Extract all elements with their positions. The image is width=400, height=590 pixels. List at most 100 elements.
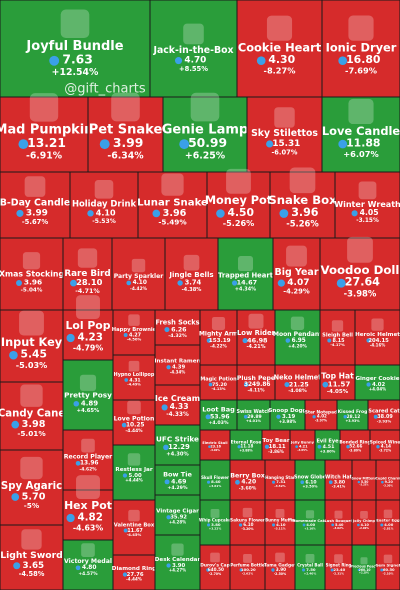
tile-change: -8.27% [264,65,296,75]
ton-icon [166,563,171,568]
gift-icon [383,509,393,519]
tile [0,309,64,383]
gift-icon [76,295,100,320]
tile-name: Perfume Bottle [230,563,265,568]
tile [229,429,263,461]
ton-icon [317,444,322,449]
ton-icon [66,333,75,343]
ton-icon [206,338,212,343]
tile-name: Love Candle [322,124,400,138]
tile-change: -3.86% [268,449,284,454]
tile-price: 3.99 [26,208,48,218]
ton-icon [276,414,281,419]
tile-name: Plush Pepe [237,375,275,382]
tile-name: Spy Agaric [1,481,62,492]
tile [154,424,201,466]
tile-price: 8.15 [333,338,346,344]
ton-icon [205,414,211,420]
tile-change: -3.30% [383,483,393,487]
tile-price: 13.96 [80,461,99,467]
tile-change: -3.33% [360,484,370,487]
tile-price: 21.25 [289,381,309,388]
tile-change: -2.62% [242,572,253,576]
tile-change: -6.34% [107,150,144,161]
tile-name: Easter Egg [376,518,400,523]
gift-icon [290,316,305,330]
tile-price: 4.82 [77,512,102,524]
tile-name: Precious Peach [350,564,378,568]
gift-icon [19,310,44,336]
tile-name: Bunny Muffin [265,518,295,523]
gift-icon [161,173,184,196]
ton-icon [16,209,24,217]
tile-price: 4.31 [129,377,140,383]
tile-change: -4.44% [125,428,143,434]
gift-icon [79,374,97,391]
tile-change: -4.50% [127,338,142,342]
ton-icon [279,209,289,218]
tile-change: -3.15% [356,218,379,224]
ton-icon [179,139,190,150]
tile-name: Whip Cupcake [199,518,231,523]
tile-price: 11.67 [127,528,143,534]
ton-icon [123,333,128,337]
tile [269,399,306,431]
ton-icon [366,338,371,343]
tile-price: 7.63 [62,53,92,67]
tile-price: 4.10 [361,523,370,527]
ton-icon [124,378,129,382]
ton-icon [166,365,171,370]
tile-price: 38.09 [377,414,393,420]
gift-icon [305,510,315,519]
ton-icon [331,523,335,527]
ton-icon [99,139,110,150]
gift-icon [347,236,373,263]
tile-change: -4.45% [127,533,142,537]
ton-icon [75,565,81,571]
gift-icon [274,107,295,128]
ton-icon [302,568,306,572]
gift-icon [77,248,98,268]
tile-change: -5.26% [223,218,255,228]
tile-change: -5.26% [286,218,319,228]
tile-price: 4.00 [384,523,393,527]
tile-name: Hypno Lollipop [114,372,155,378]
tile-price: 4.14 [381,444,391,449]
ton-icon [357,523,360,527]
tile-change: -3.41% [332,485,346,489]
ton-icon [336,278,346,288]
ton-icon [174,57,183,65]
tile-price: 4.10 [276,522,286,527]
tile-price: 23.40 [333,568,345,572]
tile-change: -4.22% [210,343,227,349]
tile-price: 35.92 [170,515,187,521]
ton-icon [75,460,81,466]
tile-price: 7.31 [276,479,286,484]
tile-change: -3.11% [274,527,285,531]
tile-change: -3.97% [315,419,327,423]
tile-price: 4.07 [287,278,309,288]
gift-icon [266,15,293,41]
gift-icon [383,554,393,564]
ton-icon [177,280,183,286]
ton-icon [243,382,249,387]
tile-price: 4.21 [299,445,308,449]
tile-name: Cupid Charm [375,476,400,480]
tile-price: 3.98 [22,419,46,430]
gift-icon [131,258,146,273]
tile-name: Durov's Cap [200,563,230,569]
tile-price: 260.10 [359,568,371,572]
tile-price: 4.00 [306,523,315,527]
tile-name: Loot Bag [202,406,235,414]
tile-price: 29.89 [247,414,261,420]
tile-price: 3.90 [172,563,185,569]
tile [0,381,64,451]
tile [339,429,371,461]
tile-change: -5.53% [92,218,116,225]
ton-icon [73,400,80,407]
ton-icon [330,568,334,572]
tile-price: 5.50 [361,480,369,484]
ton-icon [16,280,22,287]
gift-icon [334,554,343,564]
